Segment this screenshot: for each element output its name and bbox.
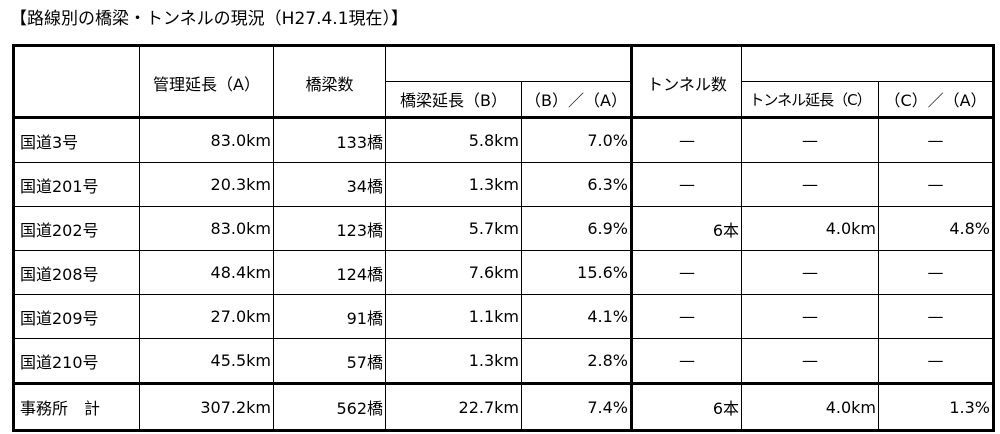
cell: 6.3%: [521, 162, 632, 207]
header-row: 管理延長（A） 橋梁数 トンネル数: [13, 45, 994, 119]
row-label: 国道208号: [13, 250, 140, 295]
cell: 1.3km: [385, 338, 522, 384]
header-cell: 橋梁数: [273, 45, 386, 119]
header-cell: 橋梁延長（B）: [385, 81, 522, 119]
cell: 91橋: [273, 294, 386, 339]
row-label: 国道201号: [13, 162, 140, 207]
cell: —: [630, 117, 742, 163]
cell: —: [878, 338, 994, 384]
cell: 562橋: [273, 382, 386, 431]
cell: 1.3km: [385, 162, 522, 207]
header-cell: 管理延長（A）: [139, 45, 274, 119]
cell: 6.9%: [521, 206, 632, 251]
row-label: 事務所 計: [13, 382, 140, 431]
row-label: 国道3号: [13, 117, 140, 163]
cell: 57橋: [273, 338, 386, 384]
cell: 34橋: [273, 162, 386, 207]
table: 管理延長（A） 橋梁数 トンネル数 橋梁延長（B） （B）／（A） トンネル延長…: [12, 44, 995, 432]
cell: —: [741, 338, 879, 384]
cell: —: [878, 117, 994, 163]
cell: —: [878, 250, 994, 295]
cell: 4.0km: [741, 382, 879, 431]
cell: 1.1km: [385, 294, 522, 339]
cell: —: [630, 294, 742, 339]
cell: 133橋: [273, 117, 386, 163]
header-cell: トンネル延長（C）: [741, 81, 879, 119]
cell: —: [741, 294, 879, 339]
cell: 4.1%: [521, 294, 632, 339]
cell: 7.0%: [521, 117, 632, 163]
cell: 27.0km: [139, 294, 274, 339]
data-row: 国道202号 83.0km 123橋 5.7km 6.9% 6本 4.0km 4.8%: [13, 206, 994, 251]
cell: 124橋: [273, 250, 386, 295]
cell: 5.8km: [385, 117, 522, 163]
cell: —: [741, 162, 879, 207]
cell: 5.7km: [385, 206, 522, 251]
row-label: 国道210号: [13, 338, 140, 384]
cell: —: [878, 162, 994, 207]
cell: 4.0km: [741, 206, 879, 251]
header-cell: [741, 45, 994, 82]
data-row: 国道3号 83.0km 133橋 5.8km 7.0% — — —: [13, 117, 994, 163]
cell: 1.3%: [878, 382, 994, 431]
cell: 7.4%: [521, 382, 632, 431]
cell: 20.3km: [139, 162, 274, 207]
total-row: 事務所 計 307.2km 562橋 22.7km 7.4% 6本 4.0km 1.3%: [13, 382, 994, 431]
cell: 15.6%: [521, 250, 632, 295]
cell: —: [630, 162, 742, 207]
title: 【路線別の橋梁・トンネルの現況（H27.4.1現在）】: [10, 9, 409, 29]
header-cell: （C）／（A）: [878, 81, 994, 119]
data-row: 国道209号 27.0km 91橋 1.1km 4.1% — — —: [13, 294, 994, 339]
row-label: 国道209号: [13, 294, 140, 339]
cell: —: [630, 250, 742, 295]
cell: —: [630, 338, 742, 384]
cell: 83.0km: [139, 117, 274, 163]
data-row: 国道208号 48.4km 124橋 7.6km 15.6% — — —: [13, 250, 994, 295]
header-cell: トンネル数: [630, 45, 742, 119]
cell: 48.4km: [139, 250, 274, 295]
cell: 307.2km: [139, 382, 274, 431]
cell: 45.5km: [139, 338, 274, 384]
cell: 83.0km: [139, 206, 274, 251]
header-cell: [13, 45, 140, 119]
cell: 22.7km: [385, 382, 522, 431]
cell: 6本: [630, 382, 742, 431]
cell: 2.8%: [521, 338, 632, 384]
cell: —: [741, 117, 879, 163]
header-cell: [385, 45, 632, 82]
header-row: 橋梁延長（B） （B）／（A） トンネル延長（C） （C）／（A）: [14, 81, 994, 119]
cell: —: [741, 250, 879, 295]
cell: —: [878, 294, 994, 339]
header-cell: （B）／（A）: [521, 81, 632, 119]
row-label: 国道202号: [13, 206, 140, 251]
data-row: 国道201号 20.3km 34橋 1.3km 6.3% — — —: [13, 162, 994, 207]
data-row: 国道210号 45.5km 57橋 1.3km 2.8% — — —: [13, 338, 994, 384]
cell: 123橋: [273, 206, 386, 251]
cell: 7.6km: [385, 250, 522, 295]
cell: 6本: [630, 206, 742, 251]
cell: 4.8%: [878, 206, 994, 251]
